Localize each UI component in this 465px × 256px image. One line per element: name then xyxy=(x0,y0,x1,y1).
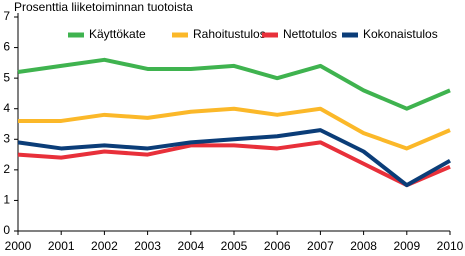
x-tick-label: 2003 xyxy=(134,239,161,253)
x-tick-label: 2004 xyxy=(177,239,204,253)
y-tick-label: 0 xyxy=(3,223,10,237)
y-tick-label: 7 xyxy=(3,9,10,23)
y-tick-label: 4 xyxy=(3,101,10,115)
x-tick-label: 2007 xyxy=(307,239,334,253)
legend-label: Käyttökate xyxy=(89,27,146,41)
series-line xyxy=(17,140,451,188)
legend-label: Nettotulos xyxy=(283,27,337,41)
x-tick-label: 2001 xyxy=(48,239,75,253)
series-line xyxy=(18,106,451,151)
x-tick-label: 2000 xyxy=(5,239,32,253)
x-tick-label: 2010 xyxy=(437,239,464,253)
series-line xyxy=(17,57,451,111)
y-tick-label: 2 xyxy=(3,162,10,176)
y-tick-label: 5 xyxy=(3,70,10,84)
x-tick-label: 2002 xyxy=(91,239,118,253)
y-tick-label: 1 xyxy=(3,193,10,207)
x-tick-label: 2006 xyxy=(264,239,291,253)
legend-label: Rahoitustulos xyxy=(193,27,266,41)
x-tick-label: 2008 xyxy=(350,239,377,253)
y-tick-label: 3 xyxy=(3,131,10,145)
chart-title: Prosenttia liiketoiminnan tuotoista xyxy=(14,0,193,14)
legend-label: Kokonaistulos xyxy=(363,27,438,41)
series-line xyxy=(17,128,451,188)
y-tick-label: 6 xyxy=(3,40,10,54)
x-tick-label: 2009 xyxy=(393,239,420,253)
x-tick-label: 2005 xyxy=(221,239,248,253)
